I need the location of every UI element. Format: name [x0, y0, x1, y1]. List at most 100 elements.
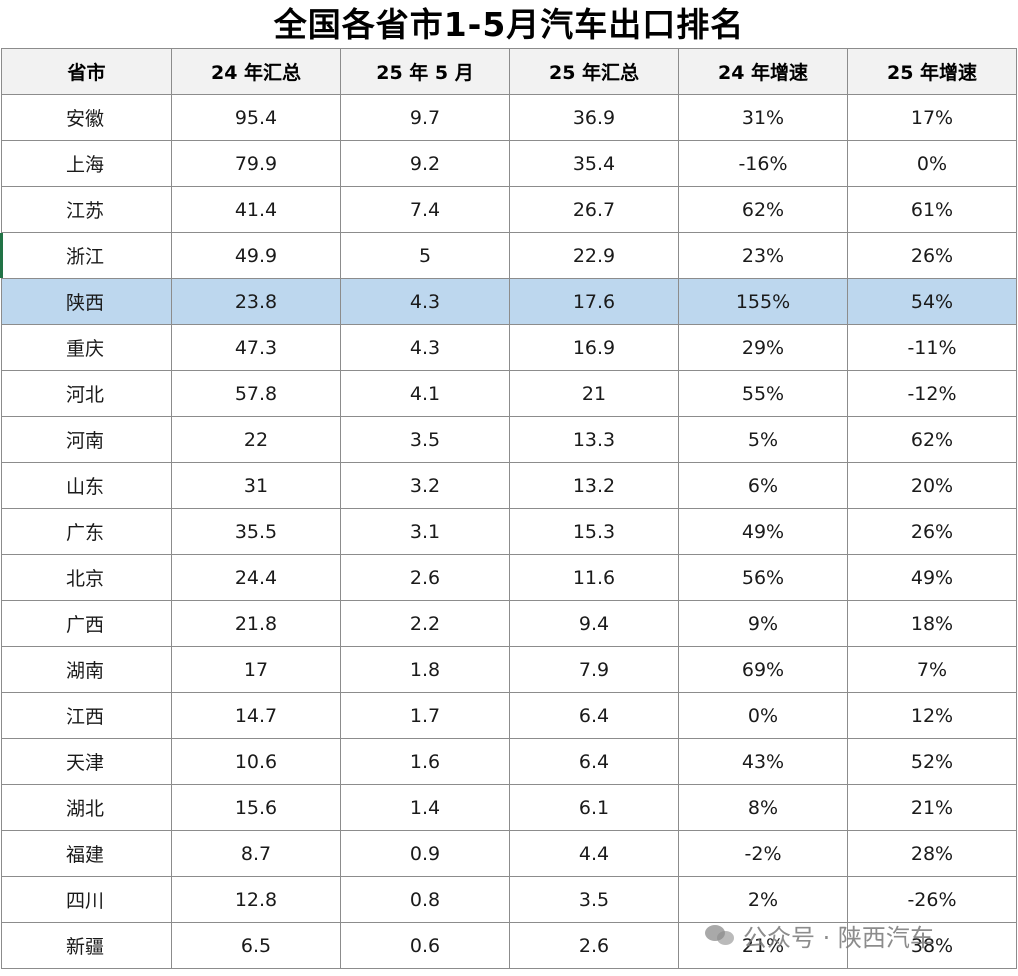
cell-growth-24[interactable]: 43%: [678, 738, 848, 785]
cell-may-25[interactable]: 9.2: [340, 140, 510, 187]
header-may-25[interactable]: 25 年 5 月: [340, 48, 510, 95]
cell-total-24[interactable]: 10.6: [171, 738, 341, 785]
cell-growth-25[interactable]: 52%: [847, 738, 1017, 785]
cell-total-25[interactable]: 6.4: [509, 692, 679, 739]
cell-may-25[interactable]: 0.8: [340, 876, 510, 923]
cell-growth-25[interactable]: 54%: [847, 278, 1017, 325]
cell-province[interactable]: 安徽: [1, 94, 172, 141]
header-total-24[interactable]: 24 年汇总: [171, 48, 341, 95]
cell-growth-24[interactable]: 49%: [678, 508, 848, 555]
cell-may-25[interactable]: 2.2: [340, 600, 510, 647]
cell-total-24[interactable]: 79.9: [171, 140, 341, 187]
cell-growth-25[interactable]: 21%: [847, 784, 1017, 831]
cell-total-24[interactable]: 95.4: [171, 94, 341, 141]
cell-total-25[interactable]: 13.2: [509, 462, 679, 509]
header-growth-25[interactable]: 25 年增速: [847, 48, 1017, 95]
cell-total-25[interactable]: 4.4: [509, 830, 679, 877]
cell-province[interactable]: 河南: [1, 416, 172, 463]
cell-total-24[interactable]: 21.8: [171, 600, 341, 647]
cell-growth-25[interactable]: 12%: [847, 692, 1017, 739]
cell-growth-25[interactable]: -11%: [847, 324, 1017, 371]
cell-total-25[interactable]: 11.6: [509, 554, 679, 601]
cell-growth-25[interactable]: 18%: [847, 600, 1017, 647]
cell-may-25[interactable]: 1.8: [340, 646, 510, 693]
cell-growth-25[interactable]: 62%: [847, 416, 1017, 463]
cell-growth-24[interactable]: 55%: [678, 370, 848, 417]
cell-may-25[interactable]: 3.2: [340, 462, 510, 509]
cell-total-25[interactable]: 22.9: [509, 232, 679, 279]
cell-growth-25[interactable]: 38%: [847, 922, 1017, 969]
cell-total-24[interactable]: 31: [171, 462, 341, 509]
cell-total-25[interactable]: 6.4: [509, 738, 679, 785]
cell-growth-24[interactable]: 62%: [678, 186, 848, 233]
cell-growth-24[interactable]: 31%: [678, 94, 848, 141]
cell-province[interactable]: 陕西: [1, 278, 172, 325]
cell-growth-24[interactable]: 8%: [678, 784, 848, 831]
cell-total-24[interactable]: 57.8: [171, 370, 341, 417]
cell-province[interactable]: 广东: [1, 508, 172, 555]
cell-total-25[interactable]: 16.9: [509, 324, 679, 371]
cell-growth-25[interactable]: -12%: [847, 370, 1017, 417]
cell-province[interactable]: 浙江: [1, 232, 172, 279]
cell-total-24[interactable]: 35.5: [171, 508, 341, 555]
cell-province[interactable]: 上海: [1, 140, 172, 187]
cell-growth-25[interactable]: 61%: [847, 186, 1017, 233]
cell-may-25[interactable]: 7.4: [340, 186, 510, 233]
cell-total-25[interactable]: 3.5: [509, 876, 679, 923]
cell-total-24[interactable]: 8.7: [171, 830, 341, 877]
cell-total-25[interactable]: 9.4: [509, 600, 679, 647]
cell-total-24[interactable]: 41.4: [171, 186, 341, 233]
cell-province[interactable]: 湖南: [1, 646, 172, 693]
cell-total-25[interactable]: 26.7: [509, 186, 679, 233]
cell-total-24[interactable]: 47.3: [171, 324, 341, 371]
cell-growth-24[interactable]: -2%: [678, 830, 848, 877]
header-province[interactable]: 省市: [1, 48, 172, 95]
cell-total-25[interactable]: 35.4: [509, 140, 679, 187]
cell-may-25[interactable]: 5: [340, 232, 510, 279]
cell-may-25[interactable]: 4.1: [340, 370, 510, 417]
cell-growth-24[interactable]: 23%: [678, 232, 848, 279]
cell-growth-24[interactable]: 29%: [678, 324, 848, 371]
cell-may-25[interactable]: 2.6: [340, 554, 510, 601]
cell-province[interactable]: 湖北: [1, 784, 172, 831]
cell-total-25[interactable]: 15.3: [509, 508, 679, 555]
cell-province[interactable]: 河北: [1, 370, 172, 417]
cell-province[interactable]: 江苏: [1, 186, 172, 233]
cell-growth-24[interactable]: 56%: [678, 554, 848, 601]
cell-total-25[interactable]: 13.3: [509, 416, 679, 463]
cell-growth-24[interactable]: 6%: [678, 462, 848, 509]
cell-growth-24[interactable]: 5%: [678, 416, 848, 463]
cell-may-25[interactable]: 1.7: [340, 692, 510, 739]
cell-total-24[interactable]: 15.6: [171, 784, 341, 831]
cell-may-25[interactable]: 4.3: [340, 278, 510, 325]
cell-growth-24[interactable]: 155%: [678, 278, 848, 325]
cell-total-25[interactable]: 2.6: [509, 922, 679, 969]
cell-growth-25[interactable]: 26%: [847, 508, 1017, 555]
cell-total-24[interactable]: 14.7: [171, 692, 341, 739]
cell-growth-25[interactable]: 0%: [847, 140, 1017, 187]
cell-province[interactable]: 广西: [1, 600, 172, 647]
cell-may-25[interactable]: 3.1: [340, 508, 510, 555]
cell-may-25[interactable]: 9.7: [340, 94, 510, 141]
cell-growth-25[interactable]: 26%: [847, 232, 1017, 279]
cell-growth-25[interactable]: -26%: [847, 876, 1017, 923]
cell-growth-25[interactable]: 7%: [847, 646, 1017, 693]
cell-province[interactable]: 四川: [1, 876, 172, 923]
cell-may-25[interactable]: 1.6: [340, 738, 510, 785]
cell-total-24[interactable]: 23.8: [171, 278, 341, 325]
cell-province[interactable]: 江西: [1, 692, 172, 739]
cell-total-25[interactable]: 6.1: [509, 784, 679, 831]
cell-may-25[interactable]: 4.3: [340, 324, 510, 371]
cell-total-24[interactable]: 49.9: [171, 232, 341, 279]
cell-growth-24[interactable]: -16%: [678, 140, 848, 187]
cell-growth-24[interactable]: 69%: [678, 646, 848, 693]
cell-growth-24[interactable]: 9%: [678, 600, 848, 647]
cell-growth-25[interactable]: 28%: [847, 830, 1017, 877]
cell-growth-25[interactable]: 20%: [847, 462, 1017, 509]
cell-growth-24[interactable]: 0%: [678, 692, 848, 739]
cell-total-24[interactable]: 24.4: [171, 554, 341, 601]
cell-total-24[interactable]: 22: [171, 416, 341, 463]
cell-province[interactable]: 山东: [1, 462, 172, 509]
cell-province[interactable]: 福建: [1, 830, 172, 877]
cell-may-25[interactable]: 3.5: [340, 416, 510, 463]
